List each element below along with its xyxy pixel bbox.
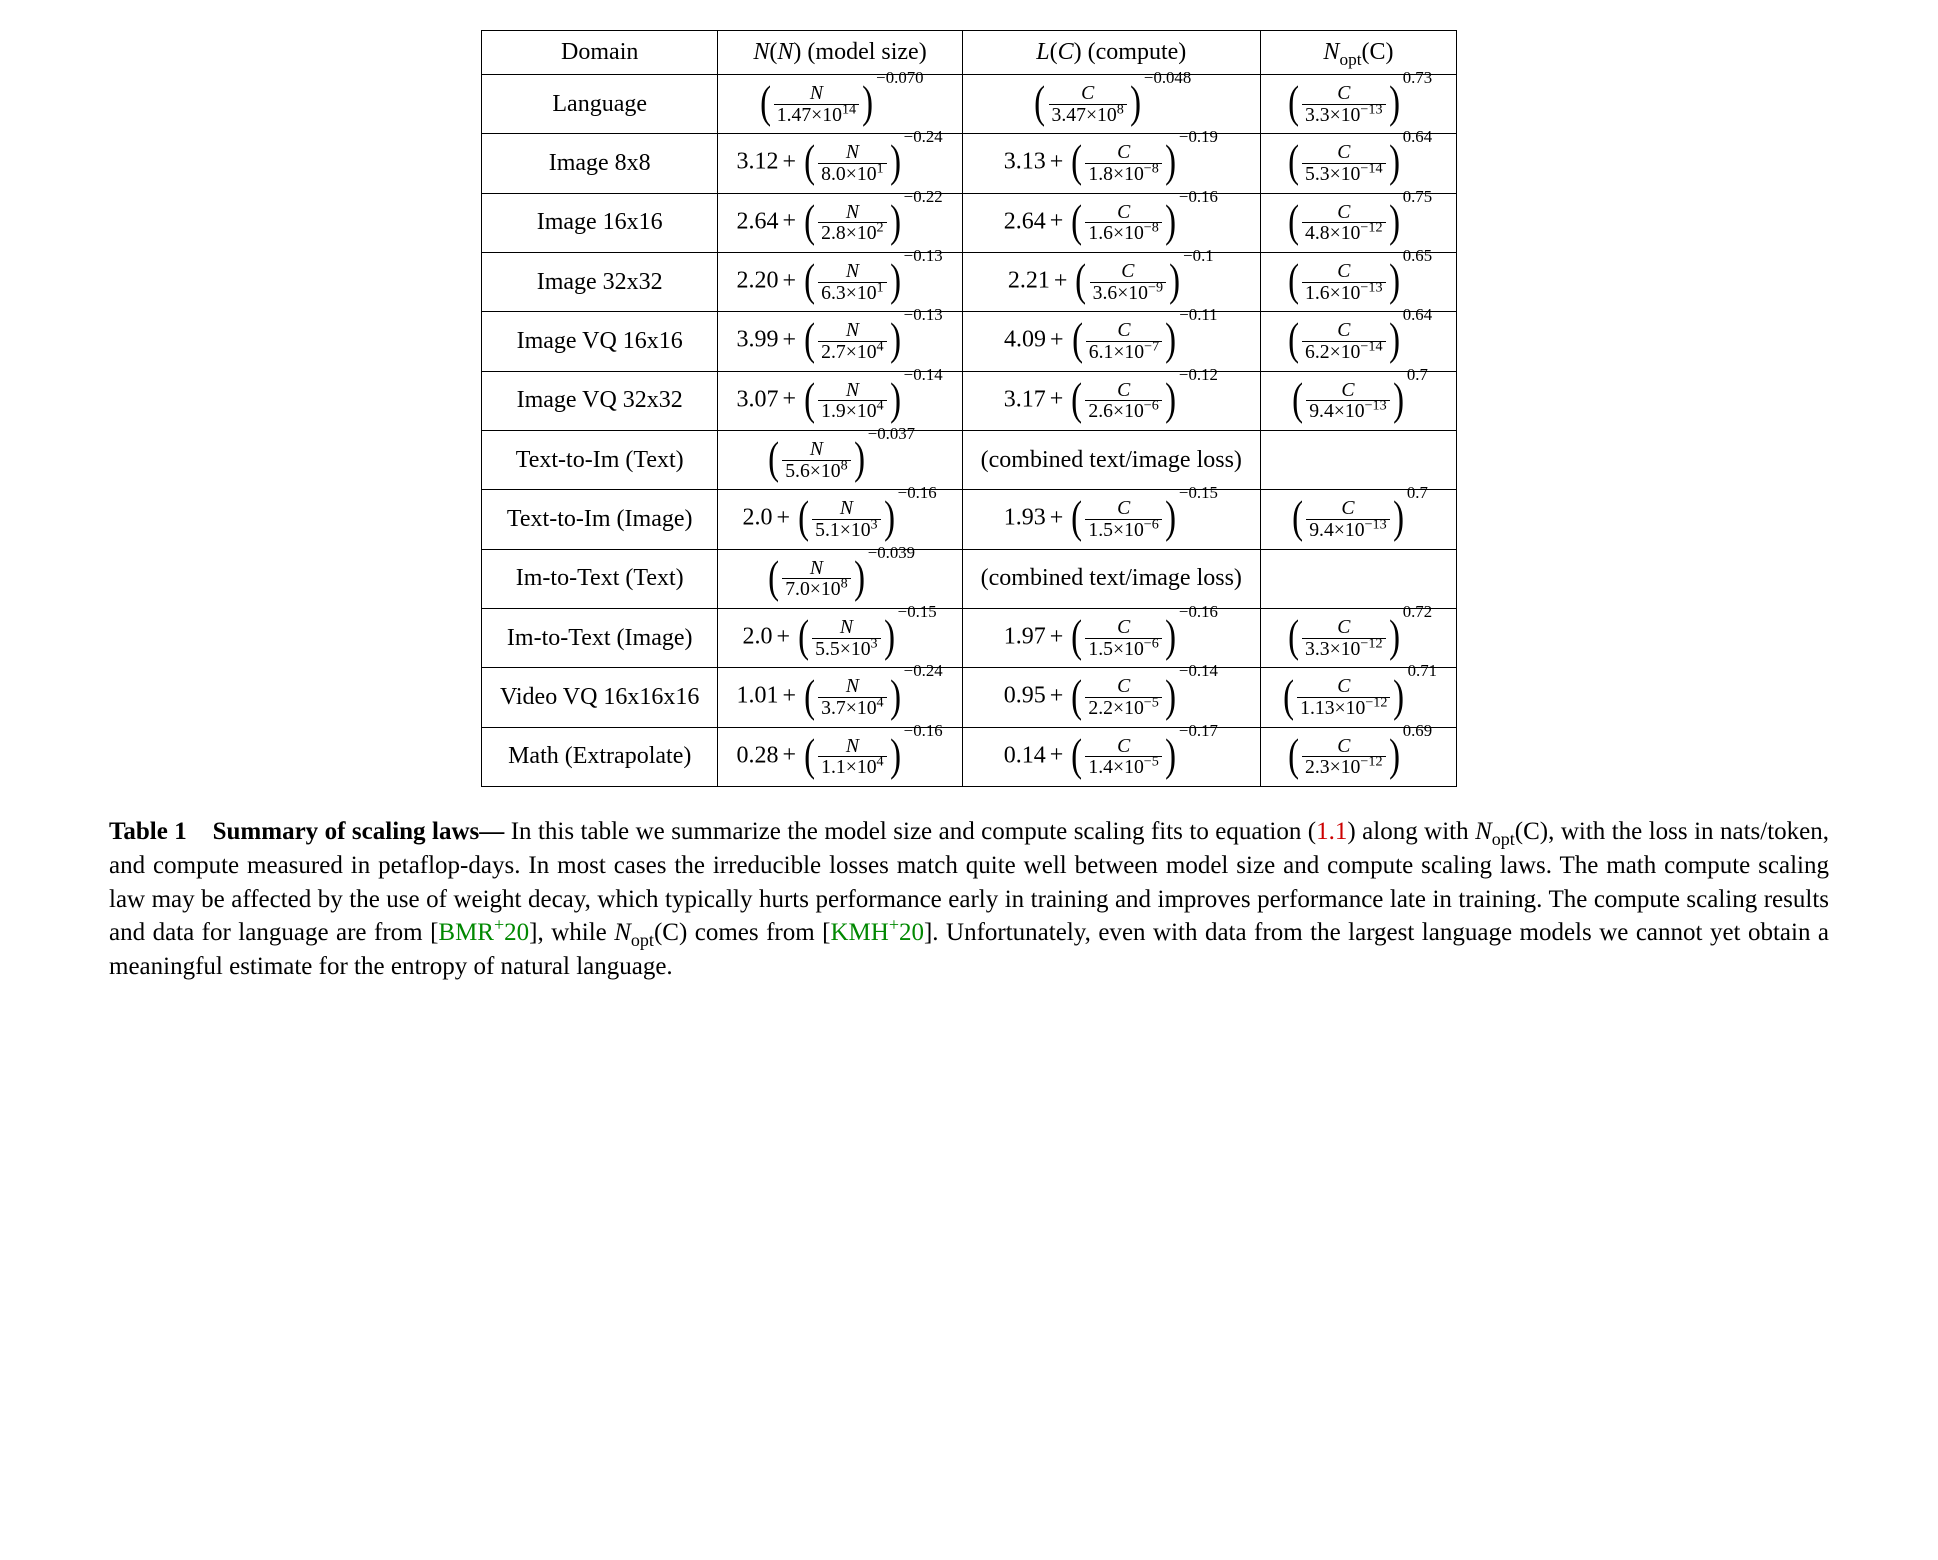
citation-bmr[interactable]: BMR+20 bbox=[438, 919, 529, 946]
cell-nopt: (C3.3×10−12)0.72 bbox=[1260, 609, 1456, 668]
table-row: Image VQ 16x163.99+(N2.7×104)−0.134.09+(… bbox=[481, 312, 1456, 371]
cell-ln: (N5.6×108)−0.037 bbox=[718, 431, 962, 490]
cell-domain: Text-to-Im (Text) bbox=[481, 431, 717, 490]
cell-lc: (C3.47×108)−0.048 bbox=[962, 75, 1260, 134]
cell-lc: 1.97+(C1.5×10−6)−0.16 bbox=[962, 609, 1260, 668]
cell-lc: 1.93+(C1.5×10−6)−0.15 bbox=[962, 490, 1260, 549]
cell-domain: Image VQ 32x32 bbox=[481, 371, 717, 430]
table-row: Image 8x83.12+(N8.0×101)−0.243.13+(C1.8×… bbox=[481, 134, 1456, 193]
col-header-domain: Domain bbox=[481, 31, 717, 75]
cell-domain: Image 32x32 bbox=[481, 253, 717, 312]
cell-domain: Image 16x16 bbox=[481, 193, 717, 252]
cell-ln: 3.07+(N1.9×104)−0.14 bbox=[718, 371, 962, 430]
table-row: Text-to-Im (Text)(N5.6×108)−0.037(combin… bbox=[481, 431, 1456, 490]
cell-ln: 0.28+(N1.1×104)−0.16 bbox=[718, 727, 962, 786]
table-row: Image 32x322.20+(N6.3×101)−0.132.21+(C3.… bbox=[481, 253, 1456, 312]
cell-nopt: (C4.8×10−12)0.75 bbox=[1260, 193, 1456, 252]
table-row: Language(N1.47×1014)−0.070(C3.47×108)−0.… bbox=[481, 75, 1456, 134]
cell-ln: 3.12+(N8.0×101)−0.24 bbox=[718, 134, 962, 193]
cell-domain: Language bbox=[481, 75, 717, 134]
cell-nopt: (C6.2×10−14)0.64 bbox=[1260, 312, 1456, 371]
table-row: Image 16x162.64+(N2.8×102)−0.222.64+(C1.… bbox=[481, 193, 1456, 252]
cell-ln: 3.99+(N2.7×104)−0.13 bbox=[718, 312, 962, 371]
equation-ref[interactable]: 1.1 bbox=[1316, 818, 1347, 845]
cell-lc: 3.13+(C1.8×10−8)−0.19 bbox=[962, 134, 1260, 193]
cell-lc: 0.14+(C1.4×10−5)−0.17 bbox=[962, 727, 1260, 786]
cell-lc: 0.95+(C2.2×10−5)−0.14 bbox=[962, 668, 1260, 727]
cell-ln: 2.64+(N2.8×102)−0.22 bbox=[718, 193, 962, 252]
col-header-ln: N(N) (model size) bbox=[718, 31, 962, 75]
cell-ln: (N1.47×1014)−0.070 bbox=[718, 75, 962, 134]
table-header-row: Domain N(N) (model size) L(C) (compute) … bbox=[481, 31, 1456, 75]
cell-lc: 2.21+(C3.6×10−9)−0.1 bbox=[962, 253, 1260, 312]
cell-nopt bbox=[1260, 549, 1456, 608]
cell-nopt: (C9.4×10−13)0.7 bbox=[1260, 371, 1456, 430]
citation-kmh[interactable]: KMH+20 bbox=[830, 919, 924, 946]
table-row: Im-to-Text (Text)(N7.0×108)−0.039(combin… bbox=[481, 549, 1456, 608]
scaling-laws-table: Domain N(N) (model size) L(C) (compute) … bbox=[481, 30, 1457, 787]
table-row: Text-to-Im (Image)2.0+(N5.1×103)−0.161.9… bbox=[481, 490, 1456, 549]
cell-domain: Im-to-Text (Text) bbox=[481, 549, 717, 608]
cell-domain: Video VQ 16x16x16 bbox=[481, 668, 717, 727]
cell-nopt: (C2.3×10−12)0.69 bbox=[1260, 727, 1456, 786]
cell-ln: 2.0+(N5.1×103)−0.16 bbox=[718, 490, 962, 549]
cell-ln: 2.0+(N5.5×103)−0.15 bbox=[718, 609, 962, 668]
table-row: Math (Extrapolate)0.28+(N1.1×104)−0.160.… bbox=[481, 727, 1456, 786]
cell-ln: (N7.0×108)−0.039 bbox=[718, 549, 962, 608]
cell-domain: Im-to-Text (Image) bbox=[481, 609, 717, 668]
cell-ln: 2.20+(N6.3×101)−0.13 bbox=[718, 253, 962, 312]
cell-domain: Image VQ 16x16 bbox=[481, 312, 717, 371]
table-row: Image VQ 32x323.07+(N1.9×104)−0.143.17+(… bbox=[481, 371, 1456, 430]
cell-domain: Text-to-Im (Image) bbox=[481, 490, 717, 549]
cell-nopt: (C9.4×10−13)0.7 bbox=[1260, 490, 1456, 549]
caption-label: Table 1 bbox=[109, 818, 187, 845]
cell-nopt: (C5.3×10−14)0.64 bbox=[1260, 134, 1456, 193]
cell-nopt: (C1.6×10−13)0.65 bbox=[1260, 253, 1456, 312]
table-caption: Table 1 Summary of scaling laws— In this… bbox=[109, 815, 1829, 984]
caption-title: Summary of scaling laws— bbox=[213, 818, 505, 845]
cell-lc: (combined text/image loss) bbox=[962, 431, 1260, 490]
cell-nopt: (C3.3×10−13)0.73 bbox=[1260, 75, 1456, 134]
cell-lc: (combined text/image loss) bbox=[962, 549, 1260, 608]
cell-ln: 1.01+(N3.7×104)−0.24 bbox=[718, 668, 962, 727]
cell-nopt bbox=[1260, 431, 1456, 490]
cell-nopt: (C1.13×10−12)0.71 bbox=[1260, 668, 1456, 727]
cell-lc: 3.17+(C2.6×10−6)−0.12 bbox=[962, 371, 1260, 430]
cell-lc: 4.09+(C6.1×10−7)−0.11 bbox=[962, 312, 1260, 371]
table-row: Video VQ 16x16x161.01+(N3.7×104)−0.240.9… bbox=[481, 668, 1456, 727]
cell-lc: 2.64+(C1.6×10−8)−0.16 bbox=[962, 193, 1260, 252]
table-row: Im-to-Text (Image)2.0+(N5.5×103)−0.151.9… bbox=[481, 609, 1456, 668]
cell-domain: Image 8x8 bbox=[481, 134, 717, 193]
col-header-lc: L(C) (compute) bbox=[962, 31, 1260, 75]
cell-domain: Math (Extrapolate) bbox=[481, 727, 717, 786]
